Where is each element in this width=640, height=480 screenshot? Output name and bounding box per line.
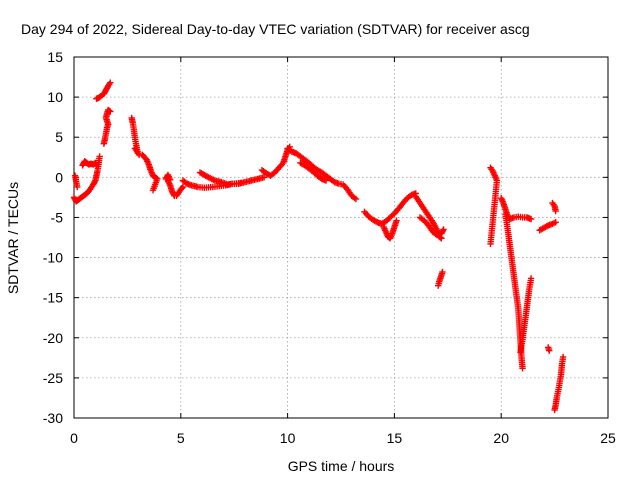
plot-frame: [73, 56, 609, 419]
x-axis-label: GPS time / hours: [288, 458, 395, 474]
x-tick-label: 25: [600, 430, 616, 446]
y-tick-label: -30: [43, 410, 63, 426]
data-point: [91, 178, 98, 186]
x-tick-label: 20: [493, 430, 509, 446]
y-tick-label: 15: [47, 49, 63, 65]
y-tick-label: 5: [55, 129, 63, 145]
data-point: [106, 107, 113, 114]
y-tick-label: -15: [43, 290, 63, 306]
data-point: [440, 226, 447, 233]
data-point: [178, 184, 186, 192]
x-tick-label: 10: [280, 430, 296, 446]
data-point: [552, 207, 559, 215]
y-tick-label: -20: [43, 330, 63, 346]
data-point: [439, 227, 447, 235]
x-axis: 0 5 10 15 20 25: [70, 57, 616, 446]
y-tick-label: -25: [43, 370, 63, 386]
y-tick-label: -10: [43, 250, 63, 266]
data-point: [543, 223, 550, 230]
data-point: [546, 347, 553, 354]
data-point: [372, 218, 380, 225]
x-tick-label: 0: [70, 430, 78, 446]
data-point: [439, 268, 446, 276]
y-tick-label: 0: [55, 169, 63, 185]
y-tick-label: -5: [51, 209, 64, 225]
chart-title: Day 294 of 2022, Sidereal Day-to-day VTE…: [21, 21, 530, 37]
data-point: [93, 162, 100, 169]
y-axis-label: SDTVAR / TECUs: [5, 182, 21, 294]
data-points: [70, 79, 567, 414]
data-point: [149, 186, 157, 194]
data-point: [107, 108, 114, 115]
data-point: [260, 174, 268, 181]
data-point: [107, 79, 114, 86]
data-point: [389, 211, 397, 218]
data-point: [179, 183, 187, 191]
data-point: [519, 365, 526, 372]
data-point: [166, 176, 174, 183]
x-tick-label: 5: [177, 430, 185, 446]
data-point: [487, 240, 494, 248]
data-point: [552, 219, 559, 226]
data-point: [393, 217, 400, 224]
data-point: [131, 145, 139, 152]
data-point: [559, 353, 567, 361]
data-point: [351, 194, 358, 202]
data-point: [237, 179, 244, 187]
y-tick-label: 10: [47, 89, 63, 105]
data-point: [322, 177, 330, 184]
data-point: [74, 183, 81, 191]
x-tick-label: 15: [387, 430, 403, 446]
data-point: [527, 275, 535, 282]
data-point: [96, 153, 103, 160]
data-point: [352, 195, 360, 203]
grid: [74, 57, 608, 418]
data-point: [527, 215, 535, 223]
